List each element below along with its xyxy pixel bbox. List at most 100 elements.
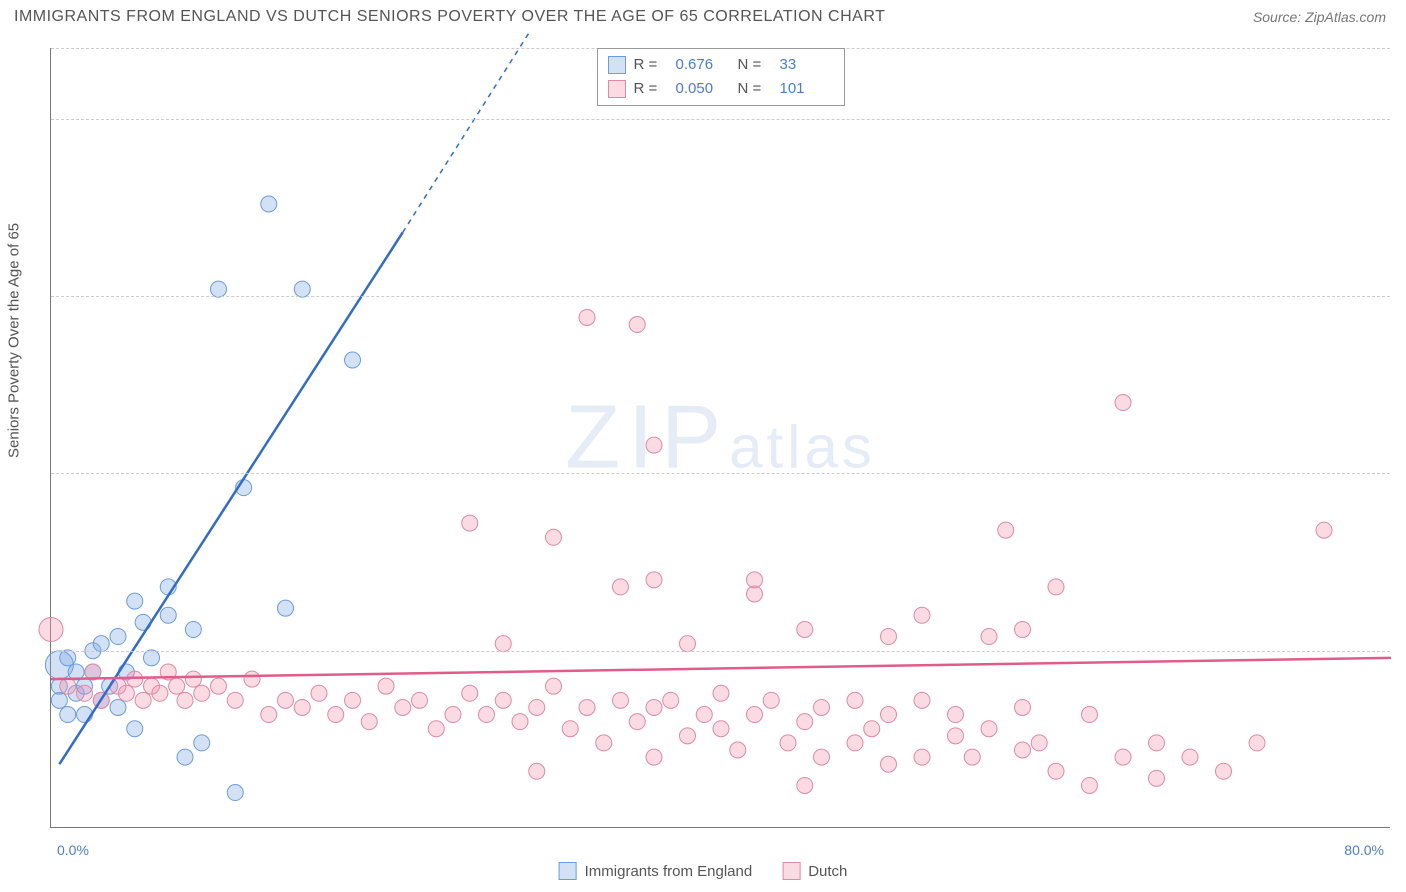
x-tick-label: 80.0% <box>1344 842 1384 858</box>
data-point <box>1149 770 1165 786</box>
data-point <box>211 281 227 297</box>
legend-swatch <box>608 56 626 74</box>
data-point <box>797 621 813 637</box>
data-point <box>127 721 143 737</box>
data-point <box>1031 735 1047 751</box>
data-point <box>1015 699 1031 715</box>
data-point <box>1048 579 1064 595</box>
data-point <box>60 678 76 694</box>
data-point <box>261 196 277 212</box>
data-point <box>814 699 830 715</box>
data-point <box>646 437 662 453</box>
data-point <box>51 692 67 708</box>
data-point <box>60 650 76 666</box>
data-point <box>495 636 511 652</box>
data-point <box>579 699 595 715</box>
data-point <box>546 678 562 694</box>
data-point <box>881 629 897 645</box>
legend-r-label: R = <box>634 53 668 77</box>
data-point <box>185 621 201 637</box>
legend-stats-row: R =0.050N =101 <box>608 77 834 101</box>
data-point <box>1216 763 1232 779</box>
data-point <box>948 728 964 744</box>
y-axis-label: Seniors Poverty Over the Age of 65 <box>6 223 23 458</box>
legend-n-value: 33 <box>780 53 834 77</box>
data-point <box>311 685 327 701</box>
data-point <box>462 685 478 701</box>
data-point <box>345 692 361 708</box>
data-point <box>177 749 193 765</box>
data-point <box>981 629 997 645</box>
data-point <box>93 636 109 652</box>
data-point <box>747 572 763 588</box>
trend-line <box>51 658 1391 679</box>
legend-swatch <box>608 80 626 98</box>
data-point <box>144 650 160 666</box>
data-point <box>428 721 444 737</box>
data-point <box>1316 522 1332 538</box>
data-point <box>345 352 361 368</box>
data-point <box>194 735 210 751</box>
data-point <box>529 699 545 715</box>
gridline-h <box>51 296 1390 297</box>
data-point <box>713 685 729 701</box>
data-point <box>1182 749 1198 765</box>
data-point <box>629 317 645 333</box>
data-point <box>479 707 495 723</box>
legend-series-item: Dutch <box>782 862 847 880</box>
data-point <box>227 692 243 708</box>
data-point <box>395 699 411 715</box>
data-point <box>646 699 662 715</box>
x-tick-label: 0.0% <box>57 842 89 858</box>
data-point <box>110 699 126 715</box>
data-point <box>1115 749 1131 765</box>
data-point <box>780 735 796 751</box>
data-point <box>1082 707 1098 723</box>
legend-r-label: R = <box>634 77 668 101</box>
legend-n-label: N = <box>738 77 772 101</box>
data-point <box>613 692 629 708</box>
data-point <box>278 600 294 616</box>
data-point <box>328 707 344 723</box>
data-point <box>1015 742 1031 758</box>
data-point <box>847 692 863 708</box>
legend-swatch <box>782 862 800 880</box>
source-label: Source: <box>1253 9 1305 25</box>
data-point <box>378 678 394 694</box>
data-point <box>847 735 863 751</box>
gridline-h <box>51 651 1390 652</box>
data-point <box>1149 735 1165 751</box>
data-point <box>579 309 595 325</box>
data-point <box>646 749 662 765</box>
data-point <box>730 742 746 758</box>
legend-series: Immigrants from EnglandDutch <box>559 862 848 880</box>
data-point <box>629 714 645 730</box>
data-point <box>77 685 93 701</box>
data-point <box>361 714 377 730</box>
trend-line <box>59 232 402 764</box>
legend-n-label: N = <box>738 53 772 77</box>
gridline-h <box>51 473 1390 474</box>
data-point <box>227 785 243 801</box>
plot-area: ZIPatlas R =0.676N =33R =0.050N =101 12.… <box>50 48 1390 828</box>
data-point <box>562 721 578 737</box>
data-point <box>412 692 428 708</box>
svg-layer <box>51 48 1391 828</box>
data-point <box>261 707 277 723</box>
legend-r-value: 0.050 <box>676 77 730 101</box>
data-point <box>663 692 679 708</box>
data-point <box>747 707 763 723</box>
data-point <box>747 586 763 602</box>
data-point <box>1115 395 1131 411</box>
data-point <box>680 728 696 744</box>
data-point <box>948 707 964 723</box>
data-point <box>797 714 813 730</box>
data-point <box>512 714 528 730</box>
data-point <box>797 777 813 793</box>
data-point <box>881 707 897 723</box>
data-point <box>914 692 930 708</box>
data-point <box>613 579 629 595</box>
data-point <box>914 749 930 765</box>
data-point <box>680 636 696 652</box>
data-point <box>596 735 612 751</box>
